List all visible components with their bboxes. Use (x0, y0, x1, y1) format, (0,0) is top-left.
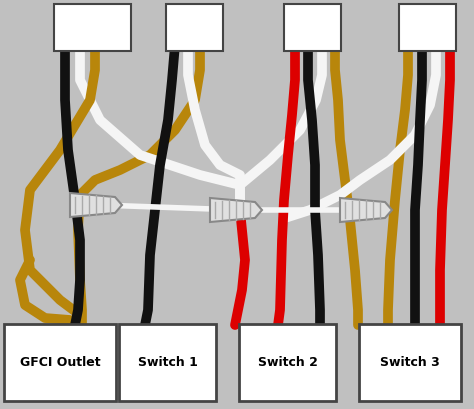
Text: Switch 3: Switch 3 (380, 356, 440, 369)
Polygon shape (210, 198, 262, 222)
Polygon shape (340, 198, 392, 222)
FancyBboxPatch shape (359, 324, 461, 401)
FancyBboxPatch shape (166, 4, 223, 51)
Text: Switch 1: Switch 1 (137, 356, 198, 369)
FancyBboxPatch shape (399, 4, 456, 51)
Text: Switch 2: Switch 2 (257, 356, 318, 369)
FancyBboxPatch shape (54, 4, 131, 51)
Text: GFCI Outlet: GFCI Outlet (20, 356, 100, 369)
FancyBboxPatch shape (284, 4, 341, 51)
FancyBboxPatch shape (119, 324, 216, 401)
Polygon shape (70, 193, 122, 217)
FancyBboxPatch shape (4, 324, 116, 401)
FancyBboxPatch shape (239, 324, 336, 401)
